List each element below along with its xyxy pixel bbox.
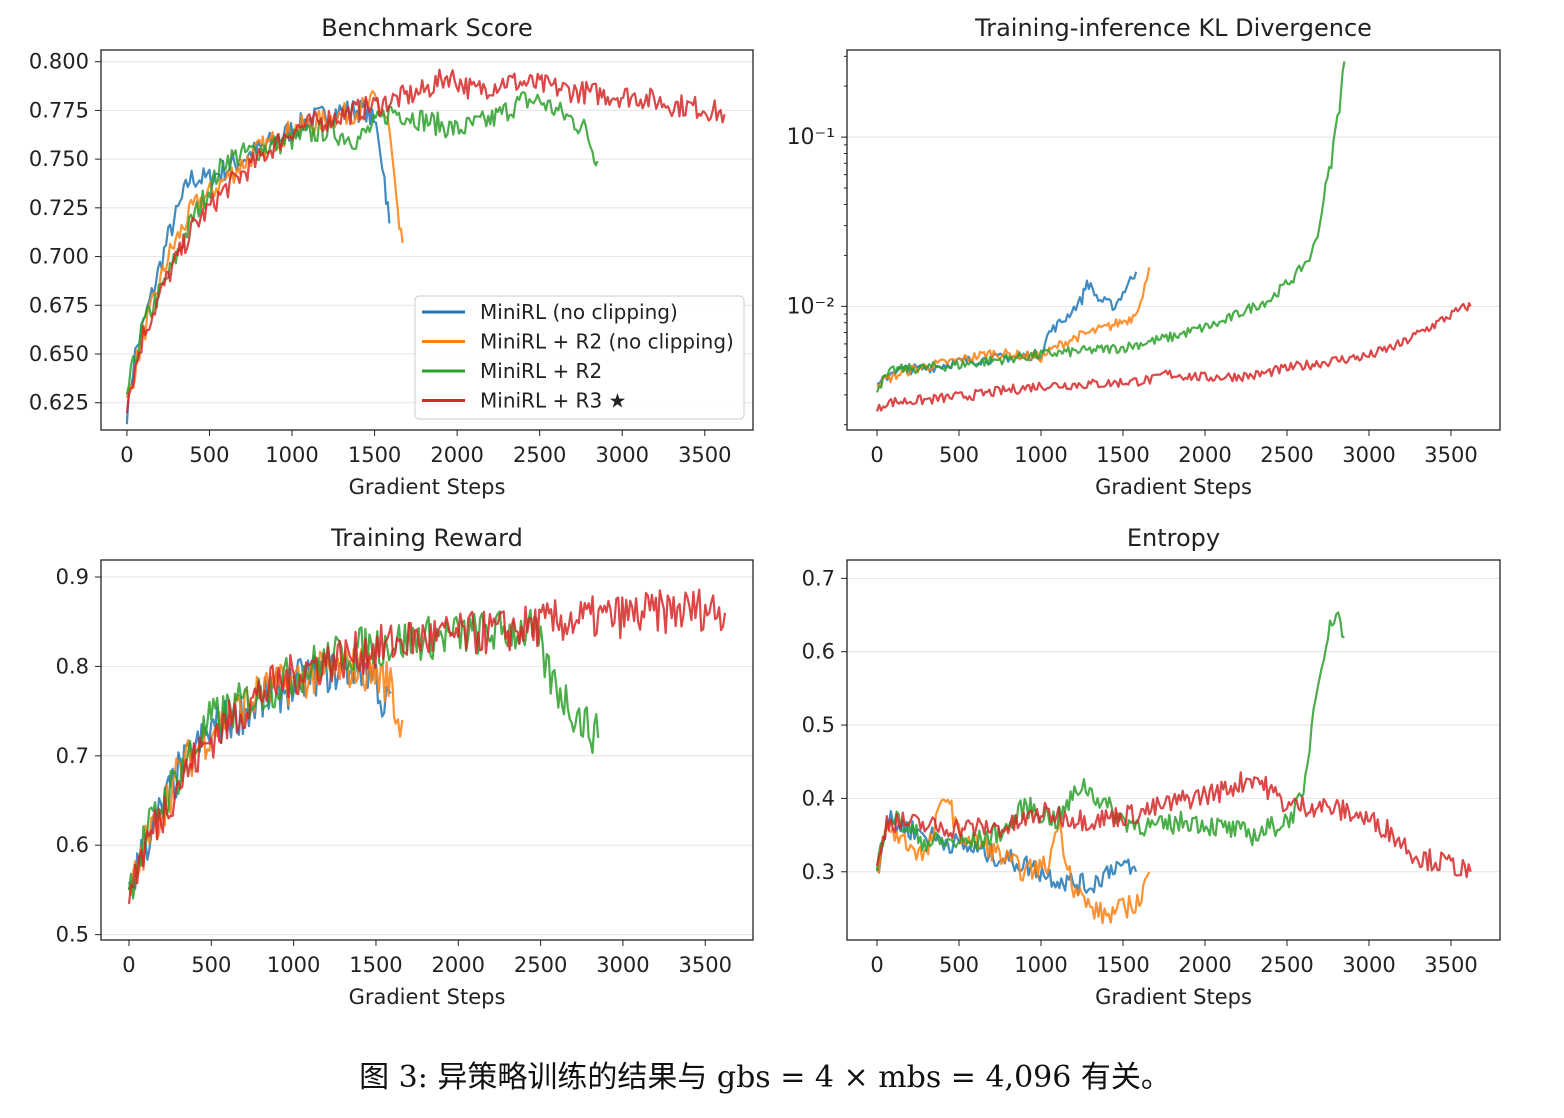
- subplot-2: Training Reward Gradient Steps 0.5 0.6 0.7 0.…: [56, 524, 754, 1009]
- chart-title: Benchmark Score: [321, 14, 533, 42]
- series-line-red: [127, 588, 727, 905]
- y-tick-label: 0.800: [29, 50, 89, 74]
- y-tick-label: 0.675: [29, 293, 89, 317]
- x-tick-label: 3500: [1424, 443, 1477, 467]
- y-tick-label: 0.9: [56, 565, 89, 589]
- x-tick-label: 3500: [1424, 953, 1477, 977]
- x-tick-label: 0: [870, 953, 883, 977]
- legend: MiniRL (no clipping) MiniRL + R2 (no clip…: [414, 295, 745, 420]
- y-tick-label: 0.725: [29, 196, 89, 220]
- y-tick-label: 0.4: [802, 786, 835, 810]
- x-tick-label: 2000: [1178, 443, 1231, 467]
- x-tick-label: 3000: [596, 953, 649, 977]
- y-tick-label: 0.5: [802, 713, 835, 737]
- series-line-blue: [876, 809, 1138, 896]
- series-line-red: [875, 771, 1472, 879]
- chart-title: Entropy: [1127, 524, 1220, 552]
- x-tick-label: 2500: [514, 953, 567, 977]
- series-line-orange: [875, 798, 1151, 925]
- x-tick-label: 500: [191, 953, 231, 977]
- subplot-1: Training-inference KL Divergence Gradient…: [787, 14, 1501, 499]
- x-tick-label: 1500: [1096, 443, 1149, 467]
- y-tick-label: 0.775: [29, 98, 89, 122]
- y-tick-label: 0.7: [802, 566, 835, 590]
- x-tick-label: 3500: [678, 443, 731, 467]
- y-tick-label: 0.7: [56, 744, 89, 768]
- x-tick-label: 2500: [1260, 443, 1313, 467]
- subplot-0: Benchmark Score Gradient Steps 0.625 0.650 0…: [29, 14, 754, 499]
- x-tick-label: 2000: [430, 443, 483, 467]
- x-tick-label: 500: [939, 953, 979, 977]
- x-tick-label: 1000: [1014, 953, 1067, 977]
- x-tick-label: 500: [939, 443, 979, 467]
- x-tick-label: 3000: [1342, 443, 1395, 467]
- x-tick-label: 3000: [596, 443, 649, 467]
- chart-title: Training-inference KL Divergence: [974, 14, 1372, 42]
- y-tick-label: 0.700: [29, 245, 89, 269]
- x-tick-label: 0: [122, 953, 135, 977]
- y-tick-label: 0.8: [56, 654, 89, 678]
- legend-label: MiniRL (no clipping): [480, 300, 678, 324]
- x-tick-label: 2000: [1178, 953, 1231, 977]
- legend-label: MiniRL + R2 (no clipping): [480, 330, 734, 354]
- series-line-green: [875, 61, 1346, 393]
- x-tick-label: 2500: [1260, 953, 1313, 977]
- chart-title: Training Reward: [330, 524, 523, 552]
- figure-caption: 图 3: 异策略训练的结果与 gbs = 4 × mbs = 4,096 有关。: [359, 1060, 1171, 1095]
- series-line-green: [875, 611, 1345, 872]
- series-line-green: [125, 90, 599, 395]
- x-tick-label: 0: [120, 443, 133, 467]
- x-axis-label: Gradient Steps: [349, 475, 506, 499]
- y-tick-label: 0.6: [56, 833, 89, 857]
- x-axis-label: Gradient Steps: [1095, 985, 1252, 1009]
- plot-frame: [846, 559, 1501, 941]
- legend-box: [414, 295, 745, 420]
- x-tick-label: 3000: [1342, 953, 1395, 977]
- y-tick-label: 10⁻²: [787, 294, 835, 319]
- plot-frame: [100, 49, 754, 431]
- x-axis-label: Gradient Steps: [1095, 475, 1252, 499]
- x-tick-label: 1000: [267, 953, 320, 977]
- x-tick-label: 2000: [432, 953, 485, 977]
- legend-label: MiniRL + R2: [480, 359, 602, 383]
- subplot-3: Entropy Gradient Steps 0.3 0.4 0.5 0.6 0.7 0 500…: [802, 524, 1501, 1009]
- x-tick-label: 1500: [349, 953, 402, 977]
- x-tick-label: 1500: [348, 443, 401, 467]
- y-tick-label: 0.625: [29, 391, 89, 415]
- x-tick-label: 0: [870, 443, 883, 467]
- plot-frame: [100, 559, 754, 941]
- y-tick-label: 0.5: [56, 923, 89, 947]
- x-tick-label: 3500: [679, 953, 732, 977]
- y-tick-label: 0.750: [29, 147, 89, 171]
- x-tick-label: 500: [189, 443, 229, 467]
- y-tick-label: 10⁻¹: [787, 125, 835, 150]
- legend-label: MiniRL + R3 ★: [480, 389, 626, 413]
- x-tick-label: 1000: [265, 443, 318, 467]
- series-line-red: [125, 68, 726, 414]
- x-tick-label: 1500: [1096, 953, 1149, 977]
- y-tick-label: 0.650: [29, 342, 89, 366]
- series-line-red: [875, 302, 1472, 412]
- plot-frame: [846, 49, 1501, 431]
- x-tick-label: 1000: [1014, 443, 1067, 467]
- y-tick-label: 0.6: [802, 640, 835, 664]
- x-tick-label: 2500: [513, 443, 566, 467]
- x-axis-label: Gradient Steps: [349, 985, 506, 1009]
- y-tick-label: 0.3: [802, 860, 835, 884]
